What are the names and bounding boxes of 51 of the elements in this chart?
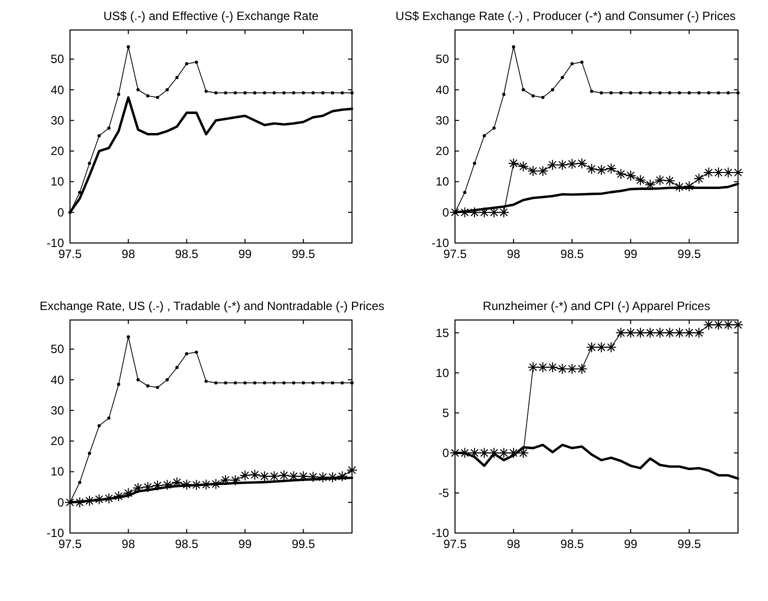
x-tick-label: 99	[238, 537, 252, 551]
x-tick-label: 99	[238, 247, 252, 261]
y-tick-label: -10	[46, 526, 64, 540]
x-tick-label: 99.5	[292, 537, 316, 551]
y-tick-label: 30	[50, 113, 64, 128]
y-tick-label: 0	[442, 446, 450, 460]
x-tick-label: 99	[624, 247, 638, 261]
y-tick-label: -10	[432, 526, 450, 540]
y-tick-label: 40	[50, 372, 64, 387]
x-tick-label: 99	[624, 537, 638, 551]
y-tick-label: -10	[46, 236, 64, 250]
y-tick-label: 40	[50, 82, 64, 97]
x-tick-label: 98	[122, 537, 136, 551]
y-tick-label: 15	[436, 326, 450, 340]
chart-title: Runzheimer (-*) and CPI (-) Apparel Prices	[482, 299, 710, 313]
y-tick-label: 20	[436, 144, 450, 158]
y-tick-label: 0	[442, 205, 450, 220]
y-tick-label: 10	[50, 174, 64, 189]
y-tick-label: 30	[436, 113, 450, 128]
x-tick-label: 98.5	[175, 247, 199, 261]
x-tick-label: 98.5	[175, 537, 199, 551]
y-tick-label: 50	[50, 342, 64, 356]
x-tick-label: 98.5	[560, 247, 584, 261]
x-tick-label: 99.5	[678, 537, 702, 551]
y-tick-label: 40	[436, 82, 450, 97]
x-tick-label: 98	[506, 537, 521, 551]
y-tick-label: 0	[57, 495, 64, 510]
chart-title: US$ (.-) and Effective (-) Exchange Rate	[103, 9, 319, 23]
y-tick-label: -10	[432, 236, 450, 250]
x-tick-label: 97.5	[58, 537, 82, 551]
chart-title: US$ Exchange Rate (.-) , Producer (-*) and Consumer (-) Prices	[396, 9, 736, 23]
y-tick-label: 10	[50, 464, 64, 479]
y-tick-label: -5	[438, 486, 450, 500]
x-tick-label: 97.5	[443, 247, 467, 261]
y-tick-label: 10	[436, 174, 450, 189]
x-tick-label: 97.5	[443, 537, 467, 551]
y-tick-label: 20	[50, 144, 64, 158]
y-tick-label: 10	[436, 366, 450, 380]
y-tick-label: 0	[57, 205, 64, 220]
x-tick-label: 98	[506, 247, 521, 261]
y-tick-label: 50	[436, 52, 450, 66]
x-tick-label: 99.5	[678, 247, 702, 261]
x-tick-label: 99.5	[292, 247, 316, 261]
chart-title: Exchange Rate, US (.-) , Tradable (-*) and Nontradable (-) Prices	[40, 299, 384, 313]
y-tick-label: 5	[442, 406, 450, 420]
x-tick-label: 98	[122, 247, 136, 261]
y-tick-label: 30	[50, 403, 64, 418]
x-tick-label: 97.5	[58, 247, 82, 261]
y-tick-label: 20	[50, 434, 64, 448]
y-tick-label: 50	[50, 52, 64, 66]
x-tick-label: 98.5	[560, 537, 584, 551]
